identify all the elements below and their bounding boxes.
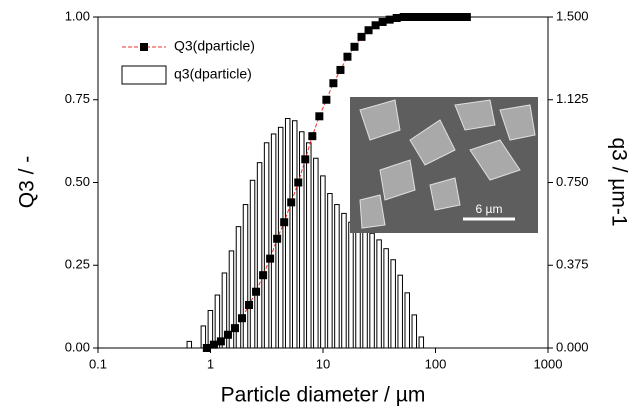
x-tick-label: 100 <box>425 356 447 371</box>
histogram-bar <box>242 204 249 349</box>
inset-crystal <box>379 159 416 201</box>
marker <box>230 324 239 333</box>
histogram-bar <box>362 228 368 349</box>
marker <box>209 340 218 349</box>
legend-label: q3(dparticle) <box>174 66 252 82</box>
histogram-bar <box>263 142 270 349</box>
y2-tick-label: 0.375 <box>556 257 589 272</box>
inset-crystal <box>499 104 536 141</box>
marker <box>322 95 331 104</box>
marker <box>336 65 345 74</box>
marker <box>301 155 310 164</box>
histogram-bar <box>249 179 256 349</box>
histogram-bar <box>383 248 389 349</box>
y2-tick-label: 1.500 <box>556 8 589 23</box>
x-axis-title: Particle diameter / µm <box>221 384 426 407</box>
marker <box>329 79 338 88</box>
inset-image: 6 µm <box>350 97 538 233</box>
histogram-bar <box>291 120 298 349</box>
marker <box>245 300 254 309</box>
inset-scale-label: 6 µm <box>476 202 503 216</box>
histogram-bar <box>256 162 263 349</box>
histogram-bar <box>327 193 333 349</box>
histogram-bar <box>313 157 319 349</box>
marker <box>315 112 324 121</box>
y2-tick-label: 1.125 <box>556 91 589 106</box>
marker <box>385 15 394 24</box>
histogram-bar <box>284 118 291 349</box>
marker <box>287 198 296 207</box>
x-tick-label: 1 <box>207 356 214 371</box>
inset-crystal <box>359 99 401 141</box>
inset-crystal <box>359 194 386 229</box>
y-tick-label: 0.75 <box>65 91 90 106</box>
y2-tick-label: 0.750 <box>556 174 589 189</box>
marker <box>357 32 366 41</box>
histogram-bar <box>334 204 340 349</box>
histogram-bar <box>348 221 354 349</box>
x-tick-label: 0.1 <box>89 356 107 371</box>
x-tick-label: 1000 <box>534 356 563 371</box>
y-axis-title: Q3 / - <box>16 156 39 209</box>
histogram-bar <box>376 239 382 349</box>
marker <box>343 52 352 61</box>
marker <box>259 271 268 280</box>
y-tick-label: 0.00 <box>65 339 90 354</box>
marker <box>371 21 380 30</box>
histogram-bar <box>397 274 403 349</box>
inset-crystal <box>454 99 496 131</box>
marker <box>378 17 387 26</box>
inset-crystal <box>429 177 461 211</box>
marker <box>308 132 317 141</box>
marker <box>392 13 401 22</box>
inset-crystal <box>469 139 521 181</box>
marker <box>216 337 225 346</box>
histogram-bar <box>355 226 361 349</box>
marker <box>273 234 282 243</box>
x-tick-label: 10 <box>316 356 330 371</box>
histogram-bar <box>186 340 193 349</box>
histogram-bar <box>404 292 410 349</box>
y-tick-label: 0.25 <box>65 257 90 272</box>
marker <box>252 287 261 296</box>
legend-label: Q3(dparticle) <box>174 38 255 54</box>
y2-tick-label: 0.000 <box>556 339 589 354</box>
marker <box>237 314 246 323</box>
histogram-bar <box>369 232 375 349</box>
legend-marker <box>140 43 148 51</box>
inset-crystal <box>409 119 456 166</box>
marker <box>280 218 289 227</box>
histogram-bar <box>390 259 396 349</box>
histogram-bar <box>411 314 418 349</box>
histogram-bar <box>418 336 425 349</box>
legend-swatch <box>121 65 167 85</box>
y-tick-label: 0.50 <box>65 174 90 189</box>
marker <box>223 330 232 339</box>
histogram-bar <box>341 212 347 349</box>
marker <box>364 26 373 35</box>
y2-axis-title: q3 / µm-1 <box>607 137 630 226</box>
histogram-bar <box>306 142 312 349</box>
marker <box>294 178 303 187</box>
marker <box>350 42 359 51</box>
y-tick-label: 1.00 <box>65 8 90 23</box>
marker <box>266 254 275 263</box>
histogram-bar <box>320 175 326 349</box>
